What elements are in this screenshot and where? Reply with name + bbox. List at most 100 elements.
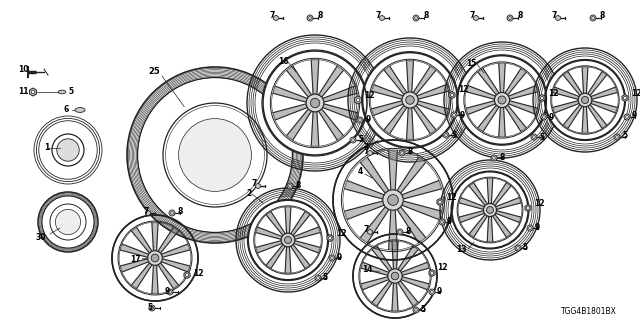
Polygon shape [406, 61, 413, 92]
Polygon shape [384, 106, 406, 133]
Text: 8: 8 [406, 227, 412, 236]
Circle shape [167, 289, 173, 295]
Text: 9: 9 [366, 116, 371, 124]
Circle shape [149, 305, 155, 311]
Circle shape [388, 269, 402, 283]
Polygon shape [413, 67, 436, 94]
Text: 7: 7 [364, 147, 369, 156]
Ellipse shape [75, 108, 85, 112]
Circle shape [401, 152, 403, 154]
Text: 7: 7 [270, 12, 275, 20]
Polygon shape [319, 109, 343, 140]
Polygon shape [29, 88, 36, 96]
Polygon shape [487, 179, 493, 203]
Circle shape [163, 103, 267, 207]
Circle shape [413, 15, 419, 21]
Circle shape [451, 93, 454, 97]
Circle shape [171, 212, 173, 214]
Text: 1: 1 [44, 143, 49, 153]
Text: 5: 5 [522, 244, 527, 252]
Polygon shape [403, 201, 441, 220]
Text: 15: 15 [466, 59, 476, 68]
Text: 12: 12 [458, 85, 468, 94]
Circle shape [287, 183, 293, 189]
Circle shape [402, 92, 418, 108]
Text: 8: 8 [408, 148, 413, 156]
Text: 5: 5 [451, 131, 456, 140]
Polygon shape [398, 246, 418, 271]
Text: 12: 12 [364, 91, 374, 100]
Circle shape [307, 15, 313, 21]
Text: TGG4B1801BX: TGG4B1801BX [561, 308, 617, 316]
Polygon shape [406, 108, 413, 139]
Polygon shape [132, 228, 152, 253]
Polygon shape [582, 67, 588, 93]
Circle shape [616, 136, 618, 138]
Text: 12: 12 [534, 198, 545, 207]
Polygon shape [372, 85, 403, 99]
Text: 14: 14 [362, 266, 372, 275]
Polygon shape [360, 207, 388, 243]
Polygon shape [361, 277, 388, 290]
Circle shape [406, 96, 414, 104]
Polygon shape [255, 183, 260, 189]
Polygon shape [372, 246, 392, 271]
Circle shape [56, 209, 81, 235]
Polygon shape [493, 183, 511, 205]
Polygon shape [388, 151, 397, 189]
Circle shape [356, 98, 360, 102]
Polygon shape [256, 227, 282, 239]
Circle shape [169, 210, 175, 216]
Circle shape [581, 96, 589, 104]
Circle shape [451, 171, 529, 249]
Circle shape [527, 206, 529, 210]
Polygon shape [392, 242, 398, 269]
Text: 17: 17 [130, 254, 141, 263]
Circle shape [397, 229, 403, 235]
Circle shape [614, 134, 620, 140]
Polygon shape [311, 60, 319, 94]
Text: 7: 7 [376, 12, 381, 20]
Polygon shape [291, 212, 310, 235]
Polygon shape [345, 201, 384, 220]
Polygon shape [588, 105, 607, 128]
Polygon shape [152, 266, 158, 293]
Polygon shape [553, 87, 579, 99]
Circle shape [186, 273, 189, 276]
Polygon shape [287, 66, 311, 97]
Polygon shape [474, 15, 478, 21]
Polygon shape [556, 15, 561, 21]
Polygon shape [184, 271, 190, 278]
Circle shape [362, 52, 458, 148]
Polygon shape [460, 198, 484, 209]
Polygon shape [372, 281, 392, 306]
Circle shape [310, 98, 319, 108]
Circle shape [50, 204, 86, 240]
Polygon shape [563, 72, 582, 95]
Polygon shape [273, 104, 307, 120]
Text: 9: 9 [632, 111, 637, 121]
Circle shape [317, 277, 319, 279]
Circle shape [541, 114, 547, 120]
Polygon shape [493, 214, 511, 237]
Circle shape [445, 134, 447, 136]
Circle shape [498, 96, 506, 104]
Polygon shape [539, 94, 545, 101]
Circle shape [357, 117, 363, 123]
Circle shape [441, 221, 444, 223]
Polygon shape [360, 157, 388, 193]
Polygon shape [162, 259, 189, 272]
Polygon shape [429, 269, 435, 276]
Polygon shape [287, 109, 311, 140]
Polygon shape [327, 235, 333, 242]
Circle shape [531, 134, 537, 140]
Polygon shape [525, 204, 531, 212]
Circle shape [532, 136, 535, 138]
Polygon shape [397, 157, 426, 193]
Circle shape [151, 254, 159, 262]
Circle shape [493, 157, 495, 159]
Polygon shape [467, 101, 495, 114]
Circle shape [624, 114, 630, 120]
Text: 5: 5 [322, 274, 327, 283]
Polygon shape [397, 207, 426, 243]
